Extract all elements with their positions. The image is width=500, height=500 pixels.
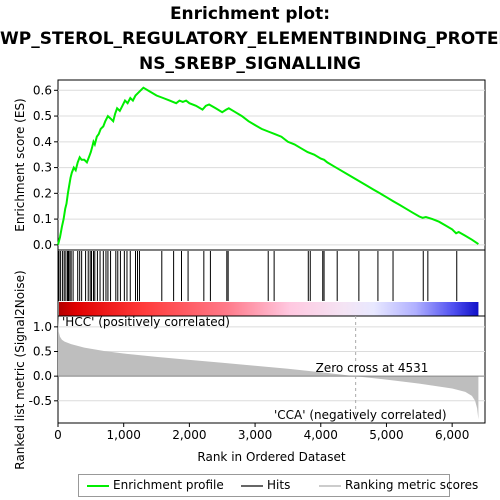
es-frame (57, 79, 486, 251)
es-ylabel: Enrichment score (ES) (13, 98, 27, 231)
metric-ytick-label: 1.0 (33, 320, 52, 334)
hits-swatch (241, 485, 263, 487)
metric-xtick-label: 4,000 (304, 428, 338, 442)
negative-label: 'CCA' (negatively correlated) (274, 408, 447, 422)
metric-xtick-label: 5,000 (369, 428, 403, 442)
es-tick-label: 0.5 (33, 109, 52, 123)
metric-xlabel: Rank in Ordered Dataset (197, 450, 345, 464)
positive-label: 'HCC' (positively correlated) (62, 315, 230, 329)
es-tick-label: 0.0 (33, 238, 52, 252)
metric-xtick-label: 0 (54, 428, 62, 442)
zero-cross-label: Zero cross at 4531 (316, 361, 429, 375)
metric-ytick-label: 0.0 (33, 369, 52, 383)
es-tick-label: 0.1 (33, 212, 52, 226)
hits-panel (57, 249, 486, 317)
ranking-metric-swatch (319, 485, 341, 487)
es-tick-label: 0.4 (33, 135, 52, 149)
legend: Enrichment profile Hits Ranking metric s… (78, 474, 478, 497)
rank-color-band (59, 302, 479, 316)
metric-ytick-label: 0.5 (33, 345, 52, 359)
enrichment-profile-line (57, 86, 479, 246)
es-tick-label: 0.3 (33, 161, 52, 175)
legend-enrichment-profile: Enrichment profile (113, 478, 224, 492)
es-tick-label: 0.6 (33, 83, 52, 97)
metric-ytick-label: -0.5 (29, 394, 52, 408)
metric-panel: -0.5 0.0 0.5 1.0 Zero cross at 4531 'HCC' (po… (13, 270, 486, 470)
metric-xtick-label: 1,000 (107, 428, 141, 442)
plot-title-line-1: Enrichment plot: (169, 4, 331, 24)
plot-title-line-3: NS_SREBP_SIGNALLING (139, 54, 361, 74)
enrichment-profile-swatch (87, 485, 109, 487)
es-panel: 0.0 0.1 0.2 0.3 0.4 0.5 0.6 Enrichment score (E… (13, 79, 486, 252)
ranking-metric-area (58, 316, 479, 420)
legend-ranking-metric: Ranking metric scores (345, 478, 479, 492)
plot-title-line-2: WP_STEROL_REGULATORY_ELEMENTBINDING_PROT… (0, 29, 500, 49)
es-tick-label: 0.2 (33, 186, 52, 200)
metric-xtick-label: 2,000 (172, 428, 206, 442)
metric-xtick-label: 3,000 (238, 428, 272, 442)
legend-hits: Hits (267, 478, 291, 492)
metric-xtick-label: 6,000 (435, 428, 469, 442)
metric-ylabel: Ranked list metric (Signal2Noise) (13, 270, 27, 469)
